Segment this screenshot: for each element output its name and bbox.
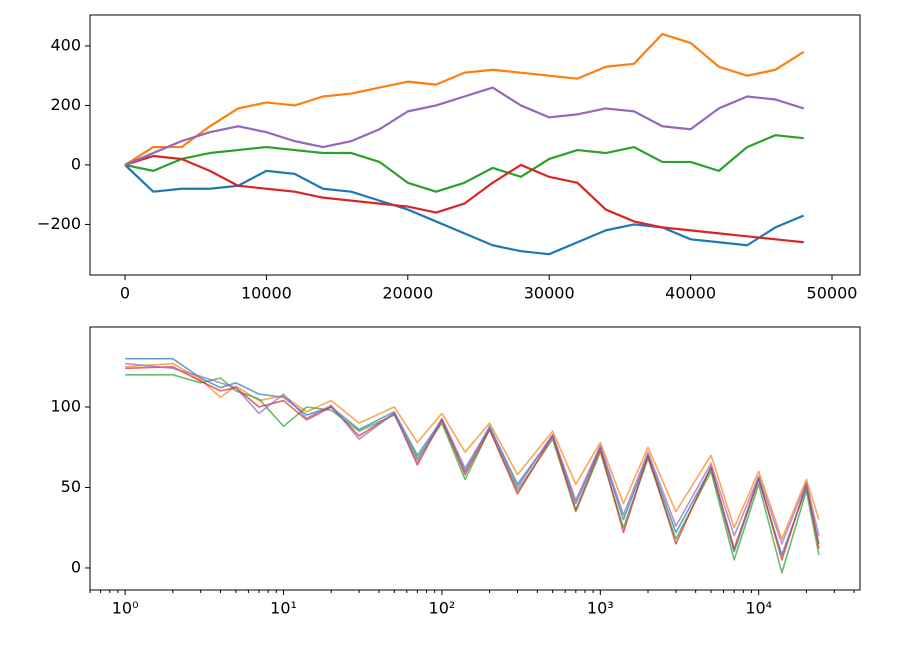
y-tick-label: 50 xyxy=(61,477,81,496)
x-tick-label: 40000 xyxy=(665,284,716,303)
series-line xyxy=(125,362,820,540)
x-tick-label: 20000 xyxy=(382,284,433,303)
x-tick-label: 10⁰ xyxy=(112,599,139,618)
y-tick-label: 200 xyxy=(50,95,81,114)
x-tick-label: 10² xyxy=(429,599,456,618)
y-tick-label: 400 xyxy=(50,35,81,54)
x-tick-label: 10000 xyxy=(241,284,292,303)
x-tick-label: 30000 xyxy=(524,284,575,303)
series-line xyxy=(124,154,804,244)
series-line xyxy=(125,374,820,574)
series-line xyxy=(124,32,805,166)
x-tick-label: 10³ xyxy=(587,599,614,618)
x-tick-label: 10⁴ xyxy=(745,599,772,618)
x-tick-label: 10¹ xyxy=(270,599,297,618)
series-line xyxy=(124,86,805,166)
series-line xyxy=(124,164,805,256)
y-tick-label: 0 xyxy=(71,557,81,576)
axes-frame xyxy=(89,326,861,591)
x-tick-label: 50000 xyxy=(807,284,858,303)
axes-frame xyxy=(89,14,861,276)
y-tick-label: 0 xyxy=(71,154,81,173)
series-line xyxy=(124,134,804,193)
series-line xyxy=(125,365,820,561)
x-tick-label: 0 xyxy=(120,284,130,303)
series-line xyxy=(125,362,820,545)
y-tick-label: 100 xyxy=(50,396,81,415)
y-tick-label: −200 xyxy=(37,214,81,233)
